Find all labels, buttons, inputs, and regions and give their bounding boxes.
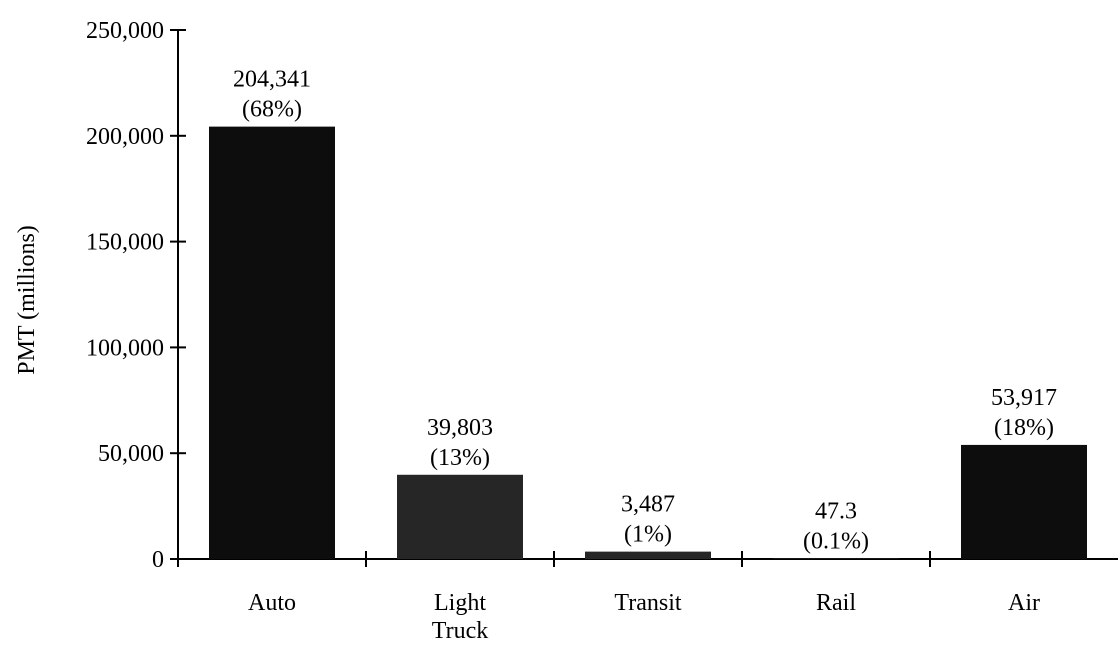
value-label: 47.3 — [815, 498, 857, 524]
bar — [397, 474, 523, 559]
x-ticks — [365, 551, 931, 567]
category-label: Light — [434, 590, 486, 616]
bar — [585, 551, 711, 559]
bar — [209, 126, 335, 559]
y-axis-title-group: PMT (millions) — [14, 225, 40, 375]
bar — [961, 444, 1087, 559]
category-label: Truck — [432, 618, 488, 644]
value-label: 53,917 — [991, 385, 1057, 411]
bars — [209, 126, 1087, 559]
value-label: 204,341 — [233, 67, 311, 93]
percent-label: (0.1%) — [803, 528, 869, 554]
y-tick-label: 0 — [152, 547, 164, 573]
y-ticks: 0 50,000 100,000 150,000 200,000 250,000 — [86, 18, 186, 573]
y-tick-label: 250,000 — [86, 18, 164, 44]
data-labels: 204,341 (68%) 39,803 (13%) 3,487 (1%) 47.3 (0.1… — [233, 67, 1057, 555]
y-tick-label: 150,000 — [86, 230, 164, 256]
percent-label: (18%) — [994, 415, 1054, 441]
y-tick-label: 200,000 — [86, 124, 164, 150]
category-label: Air — [1008, 590, 1040, 616]
value-label: 3,487 — [621, 492, 675, 518]
y-tick-label: 100,000 — [86, 335, 164, 361]
y-tick-label: 50,000 — [98, 441, 164, 467]
percent-label: (13%) — [430, 445, 490, 471]
percent-label: (1%) — [624, 522, 672, 548]
percent-label: (68%) — [242, 97, 302, 123]
category-label: Rail — [816, 590, 856, 616]
y-axis-title: PMT (millions) — [14, 225, 40, 375]
category-label: Auto — [248, 590, 296, 616]
bar — [773, 558, 899, 559]
value-label: 39,803 — [427, 415, 493, 441]
category-label: Transit — [614, 590, 681, 616]
